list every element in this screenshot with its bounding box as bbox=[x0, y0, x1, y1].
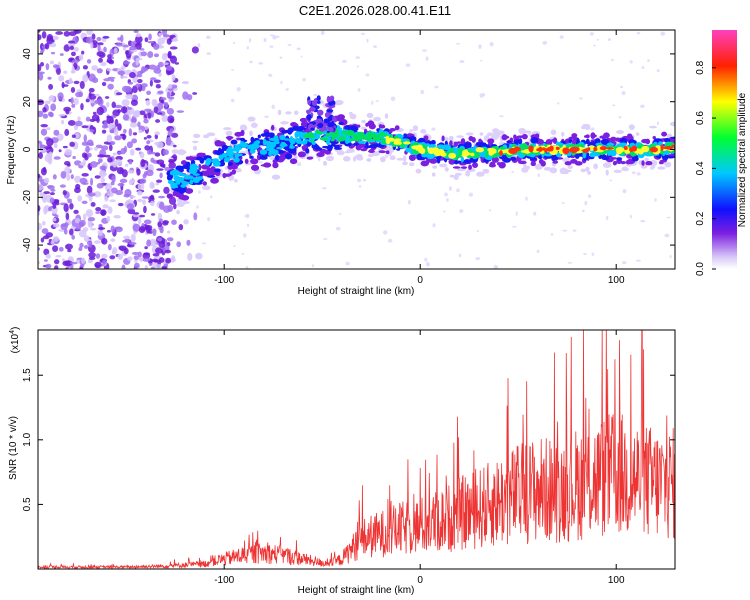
snr-series-line bbox=[38, 330, 675, 569]
snr-x-label: Height of straight line (km) bbox=[298, 585, 415, 596]
colorbar-tick-label: 0.8 bbox=[695, 60, 706, 74]
colorbar-label: Normalized spectral amplitude bbox=[737, 92, 748, 227]
spectrogram-panel: -100 0 100 -40 -20 0 20 40 Height of straight l… bbox=[6, 29, 676, 297]
snr-y-label: SNR (10 * v/v) bbox=[8, 416, 19, 480]
spectrogram-y-tick-label: 20 bbox=[22, 96, 33, 108]
colorbar-tick-label: 0.4 bbox=[695, 161, 706, 175]
spectrogram-ridge-band bbox=[166, 95, 675, 215]
spectrogram-heatmap bbox=[38, 30, 675, 269]
spectrogram-y-tick-label: -40 bbox=[22, 237, 33, 252]
spectrogram-noise-speckle bbox=[38, 30, 673, 269]
snr-ticks: -100 0 100 0.5 1.0 1.5 bbox=[22, 330, 675, 586]
snr-frame bbox=[37, 329, 676, 570]
snr-y-tick-label: 1.0 bbox=[22, 432, 33, 446]
colorbar-tick-label: 0.6 bbox=[695, 111, 706, 125]
colorbar-tick-label: 0.0 bbox=[695, 262, 706, 276]
snr-x-tick-label: 100 bbox=[608, 575, 625, 586]
figure-title: C2E1.2026.028.00.41.E11 bbox=[299, 3, 451, 18]
colorbar-ticks: 0.0 0.2 0.4 0.6 0.8 bbox=[695, 60, 716, 276]
spectrogram-x-tick-label: 0 bbox=[417, 275, 423, 286]
spectrogram-y-label: Frequency (Hz) bbox=[6, 116, 17, 185]
colorbar-gradient bbox=[712, 30, 737, 269]
spectrogram-y-tick-label: 40 bbox=[22, 48, 33, 60]
snr-panel: -100 0 100 0.5 1.0 1.5 Height of straight lin… bbox=[8, 327, 676, 596]
spectrogram-x-tick-label: -100 bbox=[214, 275, 234, 286]
snr-y-multiplier: (x104) bbox=[9, 327, 21, 354]
spectrogram-x-tick-label: 100 bbox=[608, 275, 625, 286]
spectrogram-y-tick-label: -20 bbox=[22, 190, 33, 205]
colorbar-tick-label: 0.2 bbox=[695, 211, 706, 225]
colorbar: 0.0 0.2 0.4 0.6 0.8 Normalized spectral ampl… bbox=[695, 30, 748, 276]
snr-x-tick-label: 0 bbox=[417, 575, 423, 586]
snr-background bbox=[38, 330, 675, 569]
snr-x-tick-label: -100 bbox=[214, 575, 234, 586]
spectrogram-x-label: Height of straight line (km) bbox=[298, 286, 415, 297]
snr-y-tick-label: 1.5 bbox=[22, 368, 33, 382]
spectrogram-y-tick-label: 0 bbox=[22, 146, 33, 152]
snr-y-tick-label: 0.5 bbox=[22, 497, 33, 511]
spectrogram-ticks: -100 0 100 -40 -20 0 20 40 bbox=[22, 30, 675, 286]
